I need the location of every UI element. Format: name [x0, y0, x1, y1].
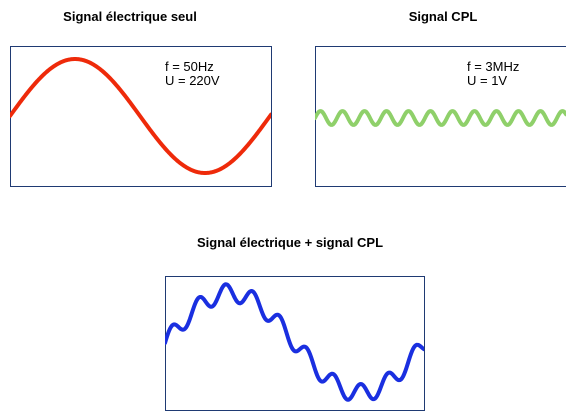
combined-wave	[165, 282, 424, 402]
scope-frame	[165, 276, 425, 411]
panel-title: Signal CPL	[409, 9, 478, 24]
wave-label: U = 1V	[467, 73, 507, 88]
power-wave	[10, 57, 271, 175]
wave-label: f = 3MHz	[467, 59, 519, 74]
wave-label: f = 50Hz	[165, 59, 214, 74]
panel-title: Signal électrique + signal CPL	[197, 235, 383, 250]
plc-wave	[315, 109, 566, 127]
scope-frame	[315, 46, 566, 187]
wave-label: U = 220V	[165, 73, 220, 88]
panel-title: Signal électrique seul	[63, 9, 197, 24]
